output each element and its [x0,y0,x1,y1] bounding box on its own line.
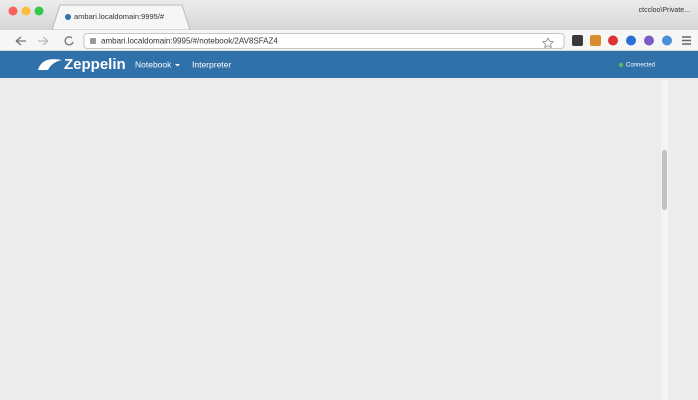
tab-title: ambari.localdomain:9995/# [74,12,165,21]
nav-menu-item[interactable]: Notebook [135,59,172,69]
minimize-button[interactable] [21,6,31,16]
tab-favicon [65,14,71,20]
extension-icon[interactable] [608,35,618,46]
brand[interactable]: Zeppelin [64,56,126,73]
brand-logo [38,59,62,70]
forward-button[interactable] [38,36,49,46]
connection-dot [618,62,624,68]
scrollbar-track [661,80,668,400]
address-bar[interactable] [83,33,565,49]
profile-name[interactable]: ctccloo\Private... [639,7,690,14]
navbar [0,51,698,78]
extension-icon[interactable] [626,35,636,46]
close-button[interactable] [8,6,18,16]
bookmark-star[interactable] [542,37,554,49]
page-icon [90,38,96,44]
zoom-button[interactable] [34,6,44,16]
nav-menu-item[interactable]: Interpreter [192,59,231,69]
reload-button[interactable] [64,36,74,46]
extension-icon[interactable] [572,35,583,46]
dropdown-caret [175,64,180,67]
extension-icon[interactable] [662,35,672,46]
connection-status: Connected [626,63,655,69]
menu-button[interactable] [682,36,691,45]
extension-icon[interactable] [590,35,601,46]
extension-icon[interactable] [644,35,654,46]
scrollbar-thumb[interactable] [662,150,667,210]
address-text: ambari.localdomain:9995/#/notebook/2AV8S… [101,37,278,46]
back-button[interactable] [15,36,26,46]
